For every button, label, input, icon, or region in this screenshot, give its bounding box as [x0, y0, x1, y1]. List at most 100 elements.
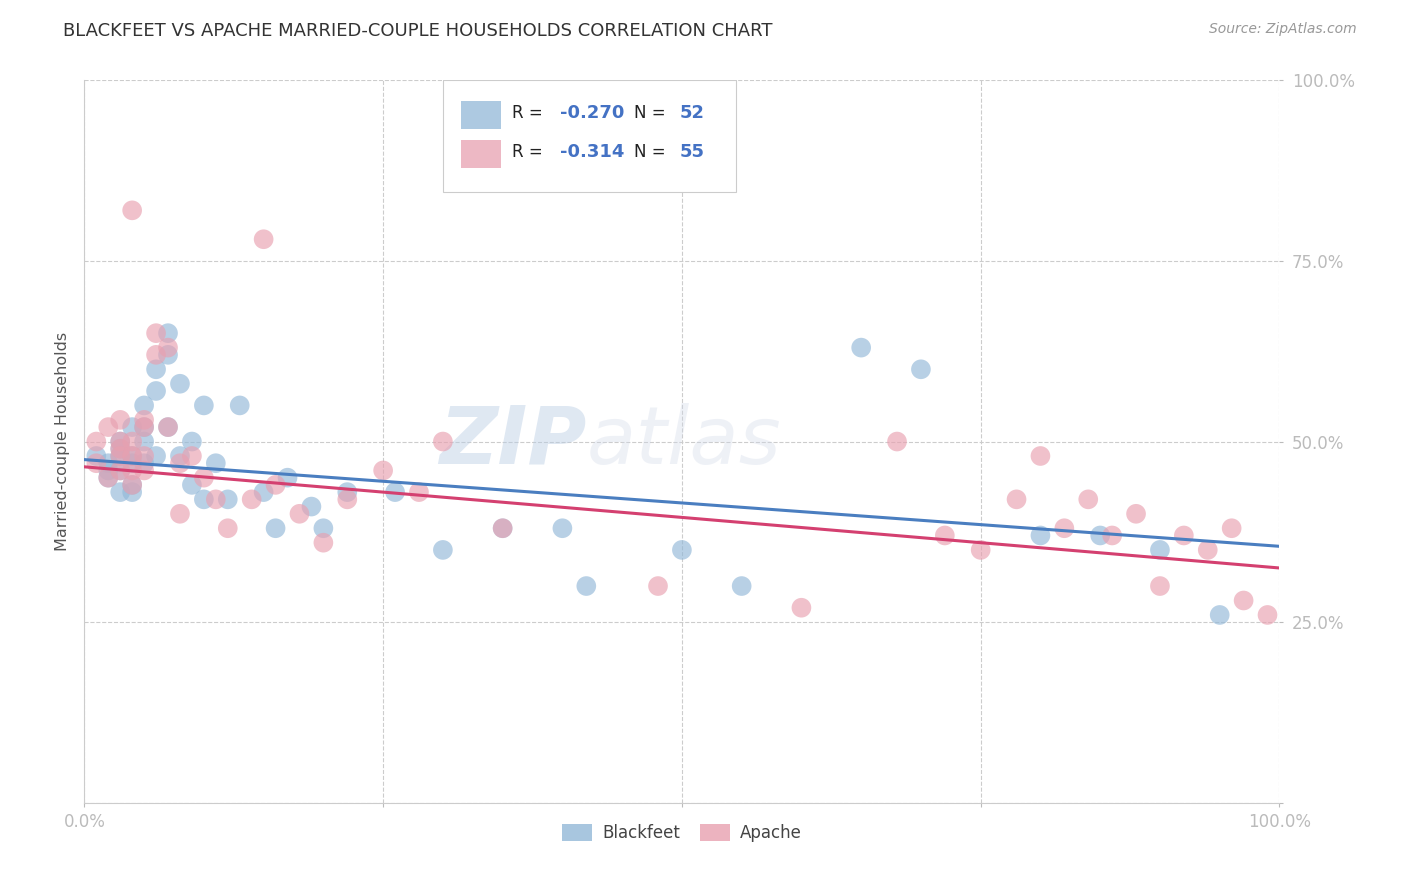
Text: BLACKFEET VS APACHE MARRIED-COUPLE HOUSEHOLDS CORRELATION CHART: BLACKFEET VS APACHE MARRIED-COUPLE HOUSE… [63, 22, 773, 40]
Point [1053, 521, 1076, 535]
Point [169, 456, 191, 470]
Point [193, 470, 215, 484]
Point [312, 535, 335, 549]
Point [132, 449, 156, 463]
Point [312, 521, 335, 535]
Point [432, 434, 454, 449]
Point [408, 485, 430, 500]
Point [492, 521, 515, 535]
Point [384, 485, 406, 500]
Point [1029, 528, 1052, 542]
Point [731, 579, 754, 593]
Text: R =: R = [512, 143, 548, 161]
Point [886, 434, 908, 449]
Point [1220, 521, 1243, 535]
Point [132, 420, 156, 434]
Point [193, 492, 215, 507]
Point [121, 434, 143, 449]
Point [110, 463, 132, 477]
Text: 55: 55 [679, 143, 704, 161]
Text: R =: R = [512, 103, 548, 122]
Point [121, 203, 143, 218]
Point [1173, 528, 1195, 542]
Text: Source: ZipAtlas.com: Source: ZipAtlas.com [1209, 22, 1357, 37]
Text: ZIP: ZIP [439, 402, 586, 481]
Text: -0.314: -0.314 [560, 143, 624, 161]
Point [157, 326, 180, 340]
Point [132, 420, 156, 434]
Point [145, 348, 167, 362]
Point [205, 456, 228, 470]
Point [336, 492, 359, 507]
Point [336, 485, 359, 500]
Point [910, 362, 932, 376]
Point [1233, 593, 1256, 607]
Point [432, 542, 454, 557]
Point [373, 463, 395, 477]
Bar [461, 140, 502, 168]
Text: 52: 52 [679, 103, 704, 122]
Point [229, 398, 252, 412]
Point [1149, 542, 1171, 557]
Point [551, 521, 574, 535]
Point [181, 434, 204, 449]
Point [145, 449, 167, 463]
Point [169, 449, 191, 463]
Legend: Blackfeet, Apache: Blackfeet, Apache [555, 817, 808, 848]
Point [110, 463, 132, 477]
Point [1101, 528, 1123, 542]
Point [1257, 607, 1279, 622]
Point [110, 449, 132, 463]
Point [288, 507, 311, 521]
Point [121, 449, 143, 463]
Point [1005, 492, 1028, 507]
Point [264, 478, 287, 492]
Point [110, 442, 132, 456]
Point [97, 456, 120, 470]
Point [181, 449, 204, 463]
Point [671, 542, 693, 557]
Point [97, 463, 120, 477]
Point [253, 232, 276, 246]
Point [110, 449, 132, 463]
Text: N =: N = [634, 143, 671, 161]
Point [97, 420, 120, 434]
Point [1125, 507, 1147, 521]
Point [121, 478, 143, 492]
Point [157, 341, 180, 355]
Point [205, 492, 228, 507]
Point [121, 463, 143, 477]
Point [1149, 579, 1171, 593]
Point [181, 478, 204, 492]
Point [790, 600, 813, 615]
Point [264, 521, 287, 535]
Point [575, 579, 598, 593]
Point [145, 384, 167, 398]
Point [301, 500, 323, 514]
Point [240, 492, 263, 507]
Point [121, 449, 143, 463]
Point [193, 398, 215, 412]
Point [169, 376, 191, 391]
Point [1077, 492, 1099, 507]
Point [110, 413, 132, 427]
Point [132, 413, 156, 427]
Point [121, 478, 143, 492]
Point [121, 420, 143, 434]
Point [97, 470, 120, 484]
Point [132, 456, 156, 470]
Point [157, 420, 180, 434]
Point [132, 398, 156, 412]
Point [157, 348, 180, 362]
Point [86, 456, 108, 470]
Point [86, 449, 108, 463]
Point [110, 434, 132, 449]
Point [169, 507, 191, 521]
Point [970, 542, 993, 557]
Point [934, 528, 956, 542]
Point [217, 521, 239, 535]
Point [97, 470, 120, 484]
Point [1029, 449, 1052, 463]
Text: atlas: atlas [586, 402, 782, 481]
Point [145, 326, 167, 340]
